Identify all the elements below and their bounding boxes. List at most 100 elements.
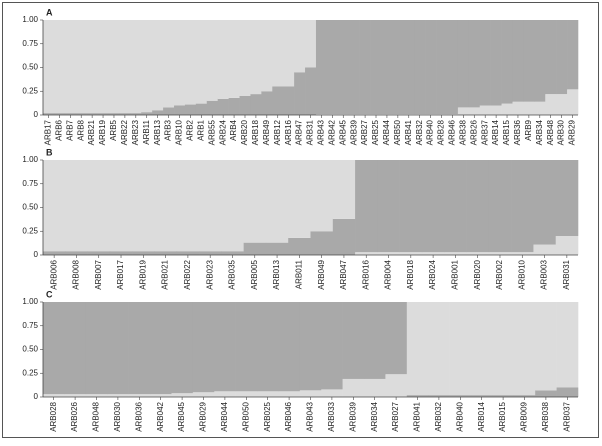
bar-segment — [421, 252, 445, 255]
bar-segment — [243, 160, 267, 243]
bar-segment — [355, 160, 378, 253]
bar-segment — [235, 391, 258, 397]
x-tick-label: ARB50 — [393, 119, 402, 145]
x-tick-label: ARB047 — [339, 259, 348, 289]
x-tick-label: ARB31 — [306, 119, 315, 145]
x-tick-label: ARB020 — [473, 259, 482, 289]
bar-segment — [364, 302, 386, 379]
bar-segment — [385, 302, 408, 375]
y-tick-label: 0.25 — [22, 86, 38, 95]
x-tick-label: ARB033 — [327, 401, 336, 431]
x-tick-label: ARB6 — [54, 119, 63, 140]
bar-segment — [555, 236, 579, 255]
x-tick-label: ARB017 — [116, 259, 125, 289]
bar-segment — [65, 251, 88, 255]
bar-segment — [152, 20, 164, 111]
x-tick-label: ARB021 — [161, 259, 170, 289]
bar-segment — [370, 114, 382, 115]
x-tick-label: ARB002 — [495, 259, 504, 289]
x-tick-label: ARB11 — [142, 119, 151, 144]
x-tick-label: ARB009 — [520, 401, 529, 431]
bar-segment — [132, 160, 155, 252]
bar-segment — [163, 107, 175, 115]
x-tick-label: ARB13 — [153, 119, 162, 145]
x-tick-label: ARB027 — [391, 401, 400, 431]
bar-segment — [511, 160, 534, 253]
bar-segment — [132, 251, 155, 255]
x-tick-label: ARB36 — [513, 119, 522, 145]
bar-segment — [176, 160, 200, 252]
x-tick-label: ARB007 — [94, 259, 103, 289]
bar-segment — [492, 302, 515, 396]
x-tick-label: ARB26 — [469, 119, 478, 145]
bar-segment — [399, 252, 423, 255]
bar-segment — [381, 114, 393, 115]
bar-segment — [119, 20, 131, 114]
bar-segment — [385, 374, 408, 397]
x-tick-label: ARB7 — [65, 119, 74, 140]
bar-segment — [332, 160, 356, 219]
x-tick-label: ARB039 — [348, 401, 357, 431]
bar-segment — [272, 86, 284, 115]
x-tick-label: ARB1 — [196, 119, 205, 140]
bar-segment — [250, 20, 262, 95]
x-tick-label: ARB050 — [241, 401, 250, 431]
bar-segment — [294, 20, 306, 73]
bar-segment — [436, 20, 448, 115]
bar-segment — [533, 244, 557, 255]
x-tick-label: ARB47 — [295, 119, 304, 145]
bar-segment — [109, 251, 133, 255]
x-tick-label: ARB4 — [229, 119, 238, 140]
bar-segment — [342, 378, 365, 397]
bar-segment — [174, 105, 186, 115]
bar-segment — [381, 20, 393, 115]
bar-segment — [471, 302, 493, 396]
bar-segment — [65, 160, 88, 252]
x-tick-label: ARB028 — [49, 401, 58, 431]
panel-title: A — [46, 7, 53, 17]
bar-segment — [399, 160, 423, 253]
bar-segment — [86, 20, 98, 114]
bar-segment — [305, 67, 317, 115]
bar-segment — [43, 113, 55, 115]
bar-segment — [479, 20, 491, 106]
bar-segment — [533, 160, 557, 245]
bar-segment — [425, 114, 437, 115]
x-tick-label: ARB005 — [250, 259, 259, 289]
bar-segment — [337, 114, 350, 115]
x-tick-label: ARB9 — [524, 119, 533, 140]
bar-segment — [355, 252, 378, 255]
x-tick-label: ARB24 — [218, 119, 227, 145]
bar-segment — [86, 113, 98, 115]
x-tick-label: ARB40 — [426, 119, 435, 145]
bar-segment — [471, 395, 493, 397]
x-tick-label: ARB44 — [382, 119, 391, 145]
bar-segment — [523, 101, 535, 115]
bar-segment — [545, 20, 557, 95]
bar-segment — [206, 20, 218, 101]
bar-segment — [75, 113, 87, 115]
x-tick-label: ARB23 — [131, 119, 140, 145]
x-tick-label: ARB037 — [562, 401, 571, 431]
x-tick-label: ARB042 — [156, 401, 165, 431]
y-tick-label: 0.50 — [22, 63, 38, 72]
bar-segment — [228, 97, 240, 115]
bar-segment — [288, 237, 311, 255]
bar-segment — [141, 20, 153, 113]
x-tick-label: ARB39 — [349, 119, 358, 145]
x-tick-label: ARB21 — [87, 119, 96, 145]
x-tick-label: ARB046 — [284, 401, 293, 431]
bar-segment — [555, 160, 579, 236]
x-tick-label: ARB013 — [272, 259, 281, 289]
bar-segment — [119, 113, 131, 115]
bar-segment — [214, 391, 236, 397]
x-tick-label: ARB16 — [284, 119, 293, 145]
bar-segment — [556, 387, 579, 397]
x-tick-label: ARB12 — [273, 119, 282, 145]
bar-segment — [199, 251, 222, 255]
x-tick-label: ARB034 — [370, 401, 379, 431]
bar-segment — [235, 302, 258, 392]
bar-segment — [466, 252, 490, 255]
bar-segment — [342, 302, 365, 379]
